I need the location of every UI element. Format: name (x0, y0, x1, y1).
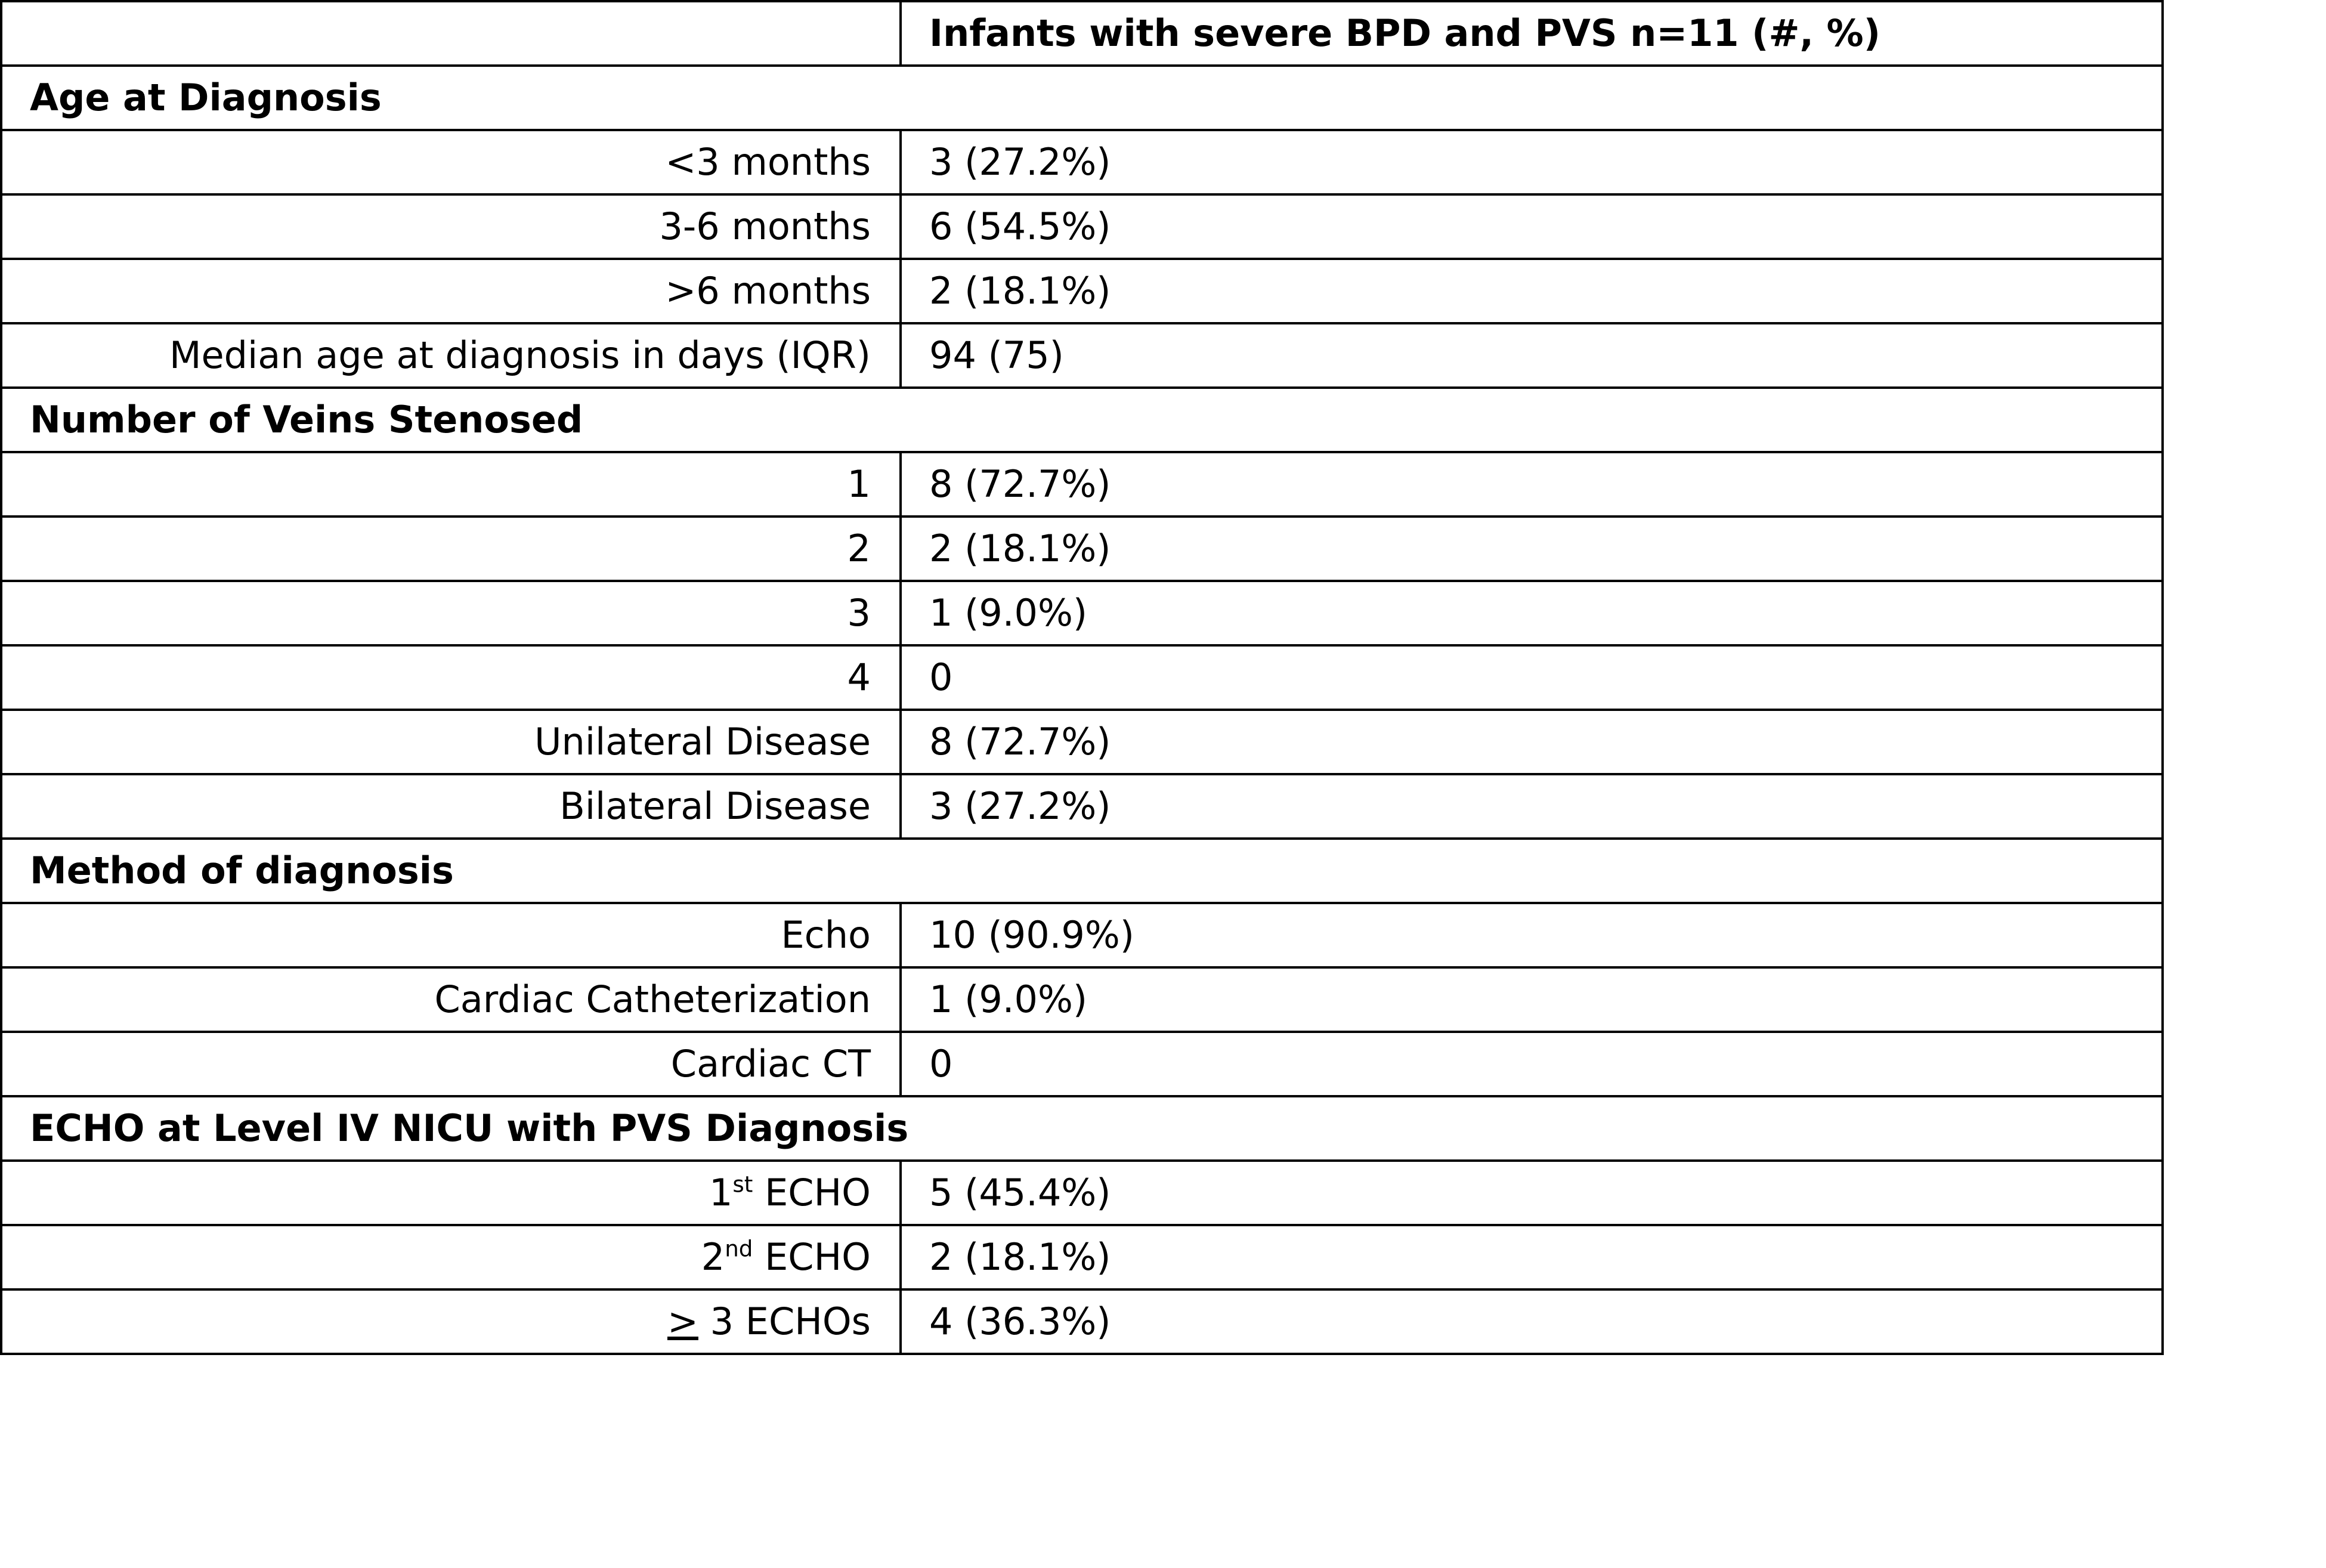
row-label: Median age at diagnosis in days (IQR) (0, 322, 902, 389)
row-value: 2 (18.1%) (899, 515, 2164, 582)
ordinal-number: 1 (709, 1171, 733, 1214)
row-label: 2 (0, 515, 902, 582)
row-value: 0 (899, 644, 2164, 711)
section-header-row: Age at Diagnosis (0, 64, 2164, 131)
table-row: Cardiac Catheterization 1 (9.0%) (0, 966, 2164, 1033)
table-row: > 3 ECHOs 4 (36.3%) (0, 1288, 2164, 1355)
row-value: 94 (75) (899, 322, 2164, 389)
table-row: Cardiac CT 0 (0, 1031, 2164, 1097)
row-value: 1 (9.0%) (899, 966, 2164, 1033)
header-row: Infants with severe BPD and PVS n=11 (#,… (0, 0, 2164, 67)
row-label: 1 (0, 451, 902, 518)
row-label: Bilateral Disease (0, 773, 902, 840)
row-value: 5 (45.4%) (899, 1159, 2164, 1226)
label-rest: ECHO (753, 1171, 871, 1214)
row-label: 1st ECHO (0, 1159, 902, 1226)
row-value: 0 (899, 1031, 2164, 1097)
section-header-row: ECHO at Level IV NICU with PVS Diagnosis (0, 1095, 2164, 1162)
row-label: >6 months (0, 258, 902, 324)
row-label: > 3 ECHOs (0, 1288, 902, 1355)
table-row: Echo 10 (90.9%) (0, 902, 2164, 969)
section-header-row: Number of Veins Stenosed (0, 386, 2164, 453)
ordinal-number: 2 (701, 1235, 725, 1279)
row-label: 3 (0, 580, 902, 647)
table-row: 3 1 (9.0%) (0, 580, 2164, 647)
section-header-row: Method of diagnosis (0, 837, 2164, 904)
table-row: <3 months 3 (27.2%) (0, 129, 2164, 196)
section-title: Age at Diagnosis (0, 64, 2164, 131)
row-label: 3-6 months (0, 193, 902, 260)
row-value: 8 (72.7%) (899, 709, 2164, 775)
row-value: 2 (18.1%) (899, 1224, 2164, 1291)
table-row: 3-6 months 6 (54.5%) (0, 193, 2164, 260)
row-value: 3 (27.2%) (899, 773, 2164, 840)
row-value: 10 (90.9%) (899, 902, 2164, 969)
label-rest: 3 ECHOs (698, 1300, 871, 1343)
row-label: Echo (0, 902, 902, 969)
column-header: Infants with severe BPD and PVS n=11 (#,… (899, 0, 2164, 67)
table-row: Bilateral Disease 3 (27.2%) (0, 773, 2164, 840)
summary-table: Infants with severe BPD and PVS n=11 (#,… (0, 0, 2164, 1355)
row-value: 3 (27.2%) (899, 129, 2164, 196)
row-label: <3 months (0, 129, 902, 196)
row-value: 2 (18.1%) (899, 258, 2164, 324)
table-row: Unilateral Disease 8 (72.7%) (0, 709, 2164, 775)
table-row: 1st ECHO 5 (45.4%) (0, 1159, 2164, 1226)
table-row: 2nd ECHO 2 (18.1%) (0, 1224, 2164, 1291)
row-label: 4 (0, 644, 902, 711)
row-label: Cardiac Catheterization (0, 966, 902, 1033)
header-corner-cell (0, 0, 902, 67)
row-label: Unilateral Disease (0, 709, 902, 775)
section-title: Method of diagnosis (0, 837, 2164, 904)
row-value: 4 (36.3%) (899, 1288, 2164, 1355)
row-label: 2nd ECHO (0, 1224, 902, 1291)
ordinal-suffix: st (732, 1171, 753, 1198)
section-title: Number of Veins Stenosed (0, 386, 2164, 453)
label-rest: ECHO (753, 1235, 871, 1279)
table-row: >6 months 2 (18.1%) (0, 258, 2164, 324)
section-title: ECHO at Level IV NICU with PVS Diagnosis (0, 1095, 2164, 1162)
greater-equal-symbol: > (667, 1300, 698, 1343)
table-row: 2 2 (18.1%) (0, 515, 2164, 582)
table-row: Median age at diagnosis in days (IQR) 94… (0, 322, 2164, 389)
row-value: 6 (54.5%) (899, 193, 2164, 260)
row-value: 1 (9.0%) (899, 580, 2164, 647)
row-label: Cardiac CT (0, 1031, 902, 1097)
ordinal-suffix: nd (725, 1235, 753, 1262)
table-row: 1 8 (72.7%) (0, 451, 2164, 518)
table-row: 4 0 (0, 644, 2164, 711)
row-value: 8 (72.7%) (899, 451, 2164, 518)
